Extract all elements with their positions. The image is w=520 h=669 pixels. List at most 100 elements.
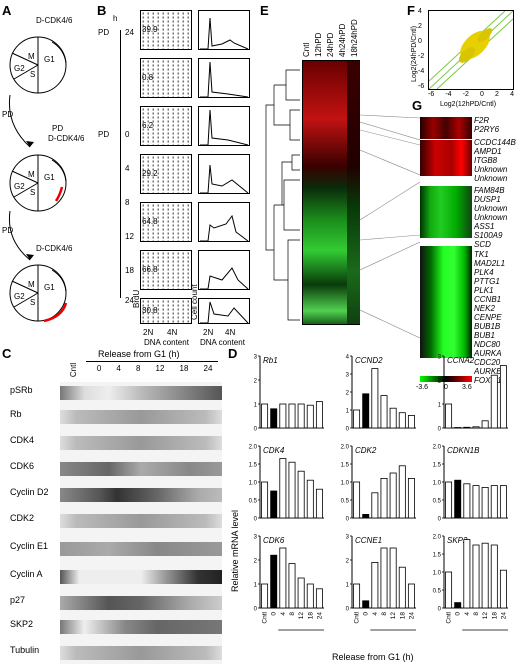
- d-bar: [490, 374, 498, 429]
- gene-label: NEK2: [474, 304, 495, 313]
- gene-label: BUB1B: [474, 322, 501, 331]
- col-4h24hpd: 4h24hPD: [338, 23, 347, 57]
- d-gene-title: Rb1: [263, 356, 278, 365]
- g-block-2: [420, 140, 472, 176]
- gene-label: CCDC144B: [474, 138, 516, 147]
- d-tick-label: 0: [254, 427, 258, 433]
- d-category-label: 12: [390, 612, 397, 620]
- blot-row-label: CDK4: [10, 435, 35, 445]
- d-bar: [380, 395, 388, 429]
- d-bar: [407, 583, 415, 609]
- d-bar: [353, 409, 361, 429]
- d-bar: [288, 461, 296, 519]
- d-bar: [481, 486, 489, 519]
- d-tick-label: 3: [254, 355, 258, 361]
- d-bar: [362, 513, 370, 519]
- phase-m-2: M: [28, 170, 35, 179]
- complex-label-2: D-CDK4/6: [48, 134, 85, 143]
- scatter-plot-2: [140, 106, 192, 146]
- d-category-label: Cntl: [446, 611, 453, 623]
- d-bar: [445, 403, 453, 429]
- d-bar: [463, 426, 471, 429]
- d-tick-label: 1.0: [341, 481, 350, 487]
- d-tick-label: 0: [254, 607, 258, 613]
- gene-label: DUSP1: [474, 195, 501, 204]
- d-bar: [371, 492, 379, 519]
- d-bar: [463, 483, 471, 519]
- f-xlabel: Log2(12hPD/Cntl): [440, 101, 497, 108]
- d-tick-label: 1.5: [433, 463, 442, 469]
- d-gene-title: CDKN1B: [447, 446, 480, 455]
- d-tick-label: 0: [346, 607, 350, 613]
- d-bar: [270, 554, 278, 609]
- d-bar: [398, 412, 406, 429]
- blot-col: 8: [135, 364, 141, 373]
- color-scale-bar: [420, 376, 472, 382]
- scale-min: -3.6: [416, 384, 429, 391]
- complex-label-1: D-CDK4/6: [36, 16, 73, 25]
- d-bar: [380, 477, 388, 519]
- gene-label: SCD: [474, 240, 491, 249]
- time-0: 24: [125, 28, 134, 37]
- d-bar: [297, 403, 305, 429]
- d-bar: [279, 458, 287, 519]
- f-xticks: -6 -4 -2 0 2 4: [428, 91, 514, 98]
- d-bar: [472, 485, 480, 519]
- gene-label: Unknown: [474, 165, 508, 174]
- scatter-plot-4: [140, 202, 192, 242]
- d-tick-label: 0.5: [433, 589, 442, 595]
- time-4: 12: [125, 232, 134, 241]
- blot-row-label: Cyclin A: [10, 569, 43, 579]
- scatter-plot-6: [140, 298, 192, 324]
- d-bar: [353, 481, 361, 519]
- d-category-label: 12: [482, 612, 489, 620]
- gene-label: Unknown: [474, 174, 508, 183]
- d-bar: [362, 393, 370, 429]
- d-tick-label: 0.5: [341, 499, 350, 505]
- time-1: 0: [125, 130, 130, 139]
- d-tick-label: 4: [346, 355, 350, 361]
- d-category-label: 18: [307, 612, 314, 620]
- gene-label: PLK4: [474, 268, 494, 277]
- blot-row-label: pSRb: [10, 385, 33, 395]
- cell-cycle-diagram: [8, 36, 68, 323]
- d-tick-label: 0: [438, 607, 442, 613]
- d-bar: [398, 566, 406, 609]
- col-18h24hpd: 18h24hPD: [350, 19, 359, 57]
- gene-label: Unknown: [474, 213, 508, 222]
- d-xlabel: Release from G1 (h): [332, 652, 414, 662]
- panel-label-c: C: [2, 346, 12, 361]
- d-bar: [270, 408, 278, 429]
- d-category-label: 0: [363, 612, 370, 616]
- d-tick-label: 1: [346, 409, 350, 415]
- hour-unit: h: [113, 14, 118, 23]
- blot-header: Release from G1 (h): [98, 349, 180, 359]
- panel-label-g: G: [412, 98, 423, 113]
- d-tick-label: 0: [438, 517, 442, 523]
- d-tick-label: 1.5: [433, 553, 442, 559]
- percent-4: 64.8: [142, 217, 158, 226]
- scatter-plot-3: [140, 154, 192, 194]
- d-bar: [407, 477, 415, 519]
- d-bar: [306, 583, 314, 609]
- percent-2: 6.2: [142, 121, 154, 130]
- blot-area: [60, 382, 222, 664]
- tick-2n-a: 2N: [143, 328, 154, 337]
- tick-4n-a: 4N: [167, 328, 178, 337]
- d-category-label: 8: [381, 612, 388, 616]
- d-tick-label: 3: [346, 373, 350, 379]
- time-3: 8: [125, 198, 130, 207]
- complex-label-3: D-CDK4/6: [36, 244, 73, 253]
- gene-label: ASS1: [474, 222, 495, 231]
- time-5: 18: [125, 266, 134, 275]
- d-tick-label: 0.5: [433, 499, 442, 505]
- d-bar: [315, 488, 323, 519]
- blot-col: 4: [116, 364, 121, 373]
- d-tick-label: 1.0: [433, 481, 442, 487]
- d-tick-label: 0: [346, 427, 350, 433]
- d-category-label: 8: [473, 612, 480, 616]
- zoom-connectors: [360, 114, 420, 339]
- d-bar: [407, 415, 415, 429]
- d-tick-label: 1.0: [249, 481, 258, 487]
- gene-label: PTTG1: [474, 277, 500, 286]
